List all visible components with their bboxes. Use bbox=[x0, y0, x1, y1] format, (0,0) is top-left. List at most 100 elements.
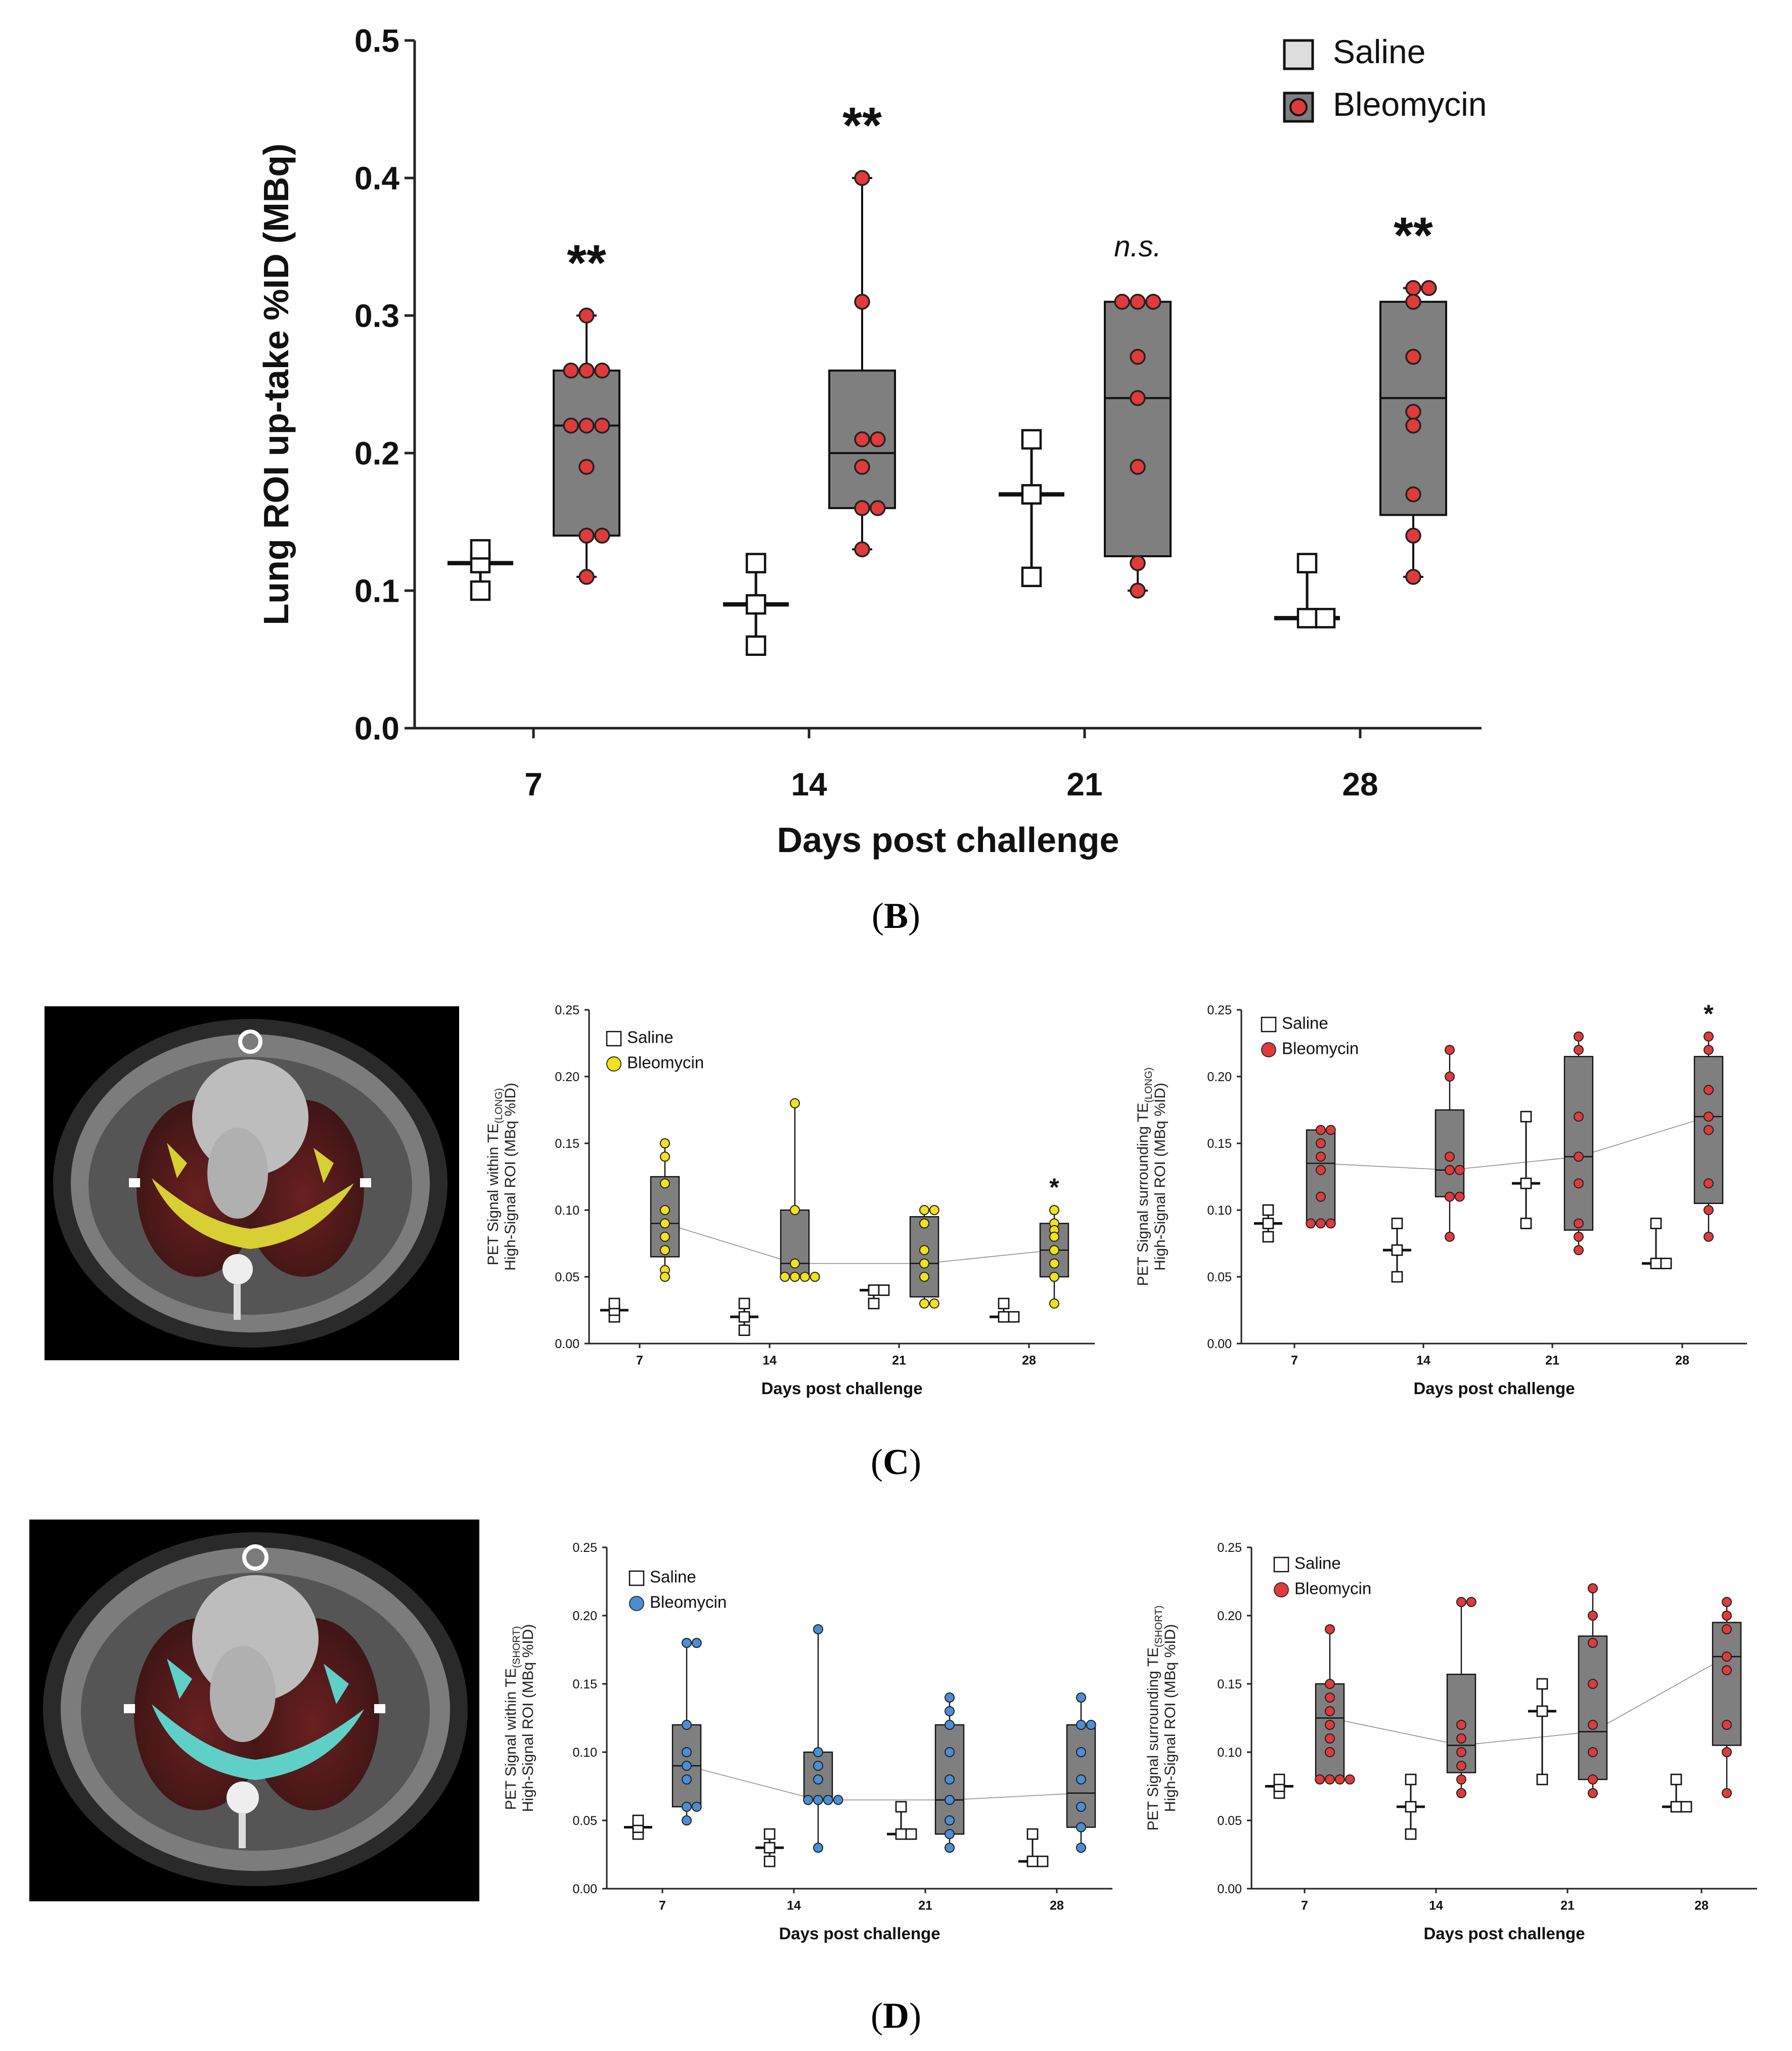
bleomycin-point bbox=[780, 1272, 790, 1282]
bleomycin-point bbox=[1316, 1218, 1326, 1229]
bleomycin-point bbox=[790, 1205, 800, 1215]
saline-point bbox=[1262, 1204, 1274, 1216]
bleomycin-point bbox=[1076, 1802, 1086, 1812]
bleomycin-point bbox=[1574, 1045, 1584, 1055]
bleomycin-point bbox=[1704, 1045, 1714, 1055]
significance-label: * bbox=[1049, 1173, 1059, 1201]
y-axis-label-line1: PET Signal within TE bbox=[485, 1124, 502, 1266]
bleomycin-point bbox=[1574, 1218, 1584, 1229]
bleomycin-point bbox=[1076, 1747, 1086, 1757]
saline-point bbox=[738, 1324, 750, 1336]
legend-label: Bleomycin bbox=[1282, 1039, 1359, 1057]
x-tick-label: 7 bbox=[1291, 1354, 1298, 1368]
bleomycin-point bbox=[1076, 1720, 1086, 1730]
bleomycin-point bbox=[578, 459, 595, 475]
bleomycin-point bbox=[1456, 1597, 1466, 1607]
x-tick-label: 14 bbox=[1429, 1899, 1443, 1913]
saline-point bbox=[1650, 1258, 1662, 1269]
bleomycin-point bbox=[682, 1720, 692, 1730]
legend-swatch-saline bbox=[629, 1570, 645, 1586]
bleomycin-point bbox=[945, 1795, 955, 1805]
y-tick-label: 0.3 bbox=[354, 297, 399, 334]
bleomycin-point bbox=[813, 1624, 823, 1634]
saline-point bbox=[608, 1298, 620, 1310]
y-tick-label: 0.05 bbox=[572, 1814, 597, 1828]
saline-point bbox=[632, 1814, 644, 1826]
median-trend-line bbox=[686, 1765, 1082, 1801]
bleomycin-point bbox=[563, 417, 579, 434]
bleomycin-point bbox=[1588, 1611, 1598, 1621]
bleomycin-point bbox=[945, 1829, 955, 1839]
bleomycin-point bbox=[919, 1205, 929, 1215]
bleomycin-point bbox=[1325, 1679, 1335, 1689]
bleomycin-point bbox=[1130, 348, 1146, 365]
bleomycin-point bbox=[1456, 1733, 1466, 1744]
saline-point bbox=[1650, 1218, 1662, 1229]
bleomycin-point bbox=[682, 1747, 692, 1757]
bleomycin-point bbox=[1722, 1611, 1732, 1621]
bleomycin-point bbox=[594, 363, 610, 379]
saline-point bbox=[745, 635, 767, 656]
y-tick-label: 0.25 bbox=[1207, 1003, 1232, 1017]
y-tick-label: 0.00 bbox=[572, 1882, 597, 1896]
saline-point bbox=[1021, 429, 1042, 450]
bleomycin-point bbox=[810, 1272, 820, 1282]
bleomycin-point bbox=[1405, 280, 1421, 296]
bleomycin-point bbox=[1588, 1720, 1598, 1730]
bleomycin-point bbox=[1722, 1652, 1732, 1662]
bleomycin-point bbox=[799, 1272, 810, 1282]
saline-point bbox=[1405, 1773, 1417, 1786]
bleomycin-point bbox=[578, 417, 595, 434]
y-axis-label-subscript: (SHORT) bbox=[511, 1626, 522, 1668]
y-tick-label: 0.4 bbox=[354, 160, 399, 196]
bleomycin-point bbox=[1345, 1774, 1355, 1785]
bleomycin-point bbox=[578, 307, 595, 324]
bleomycin-point bbox=[813, 1843, 823, 1853]
bleomycin-point bbox=[660, 1272, 670, 1282]
legend-marker-bleomycin bbox=[1261, 1042, 1276, 1057]
saline-point bbox=[764, 1855, 776, 1867]
saline-point bbox=[998, 1311, 1010, 1323]
bleomycin-point bbox=[919, 1272, 929, 1282]
x-tick-label: 14 bbox=[791, 766, 827, 802]
panel-label-b: (B) bbox=[872, 896, 920, 936]
bleomycin-point bbox=[1588, 1788, 1598, 1798]
saline-point bbox=[1296, 608, 1318, 629]
bleomycin-point bbox=[1456, 1761, 1466, 1771]
legend-label: Saline bbox=[1294, 1553, 1341, 1572]
bleomycin-point bbox=[1574, 1245, 1584, 1256]
median-trend-line bbox=[664, 1223, 1055, 1264]
y-tick-label: 0.5 bbox=[354, 22, 399, 59]
y-tick-label: 0.15 bbox=[572, 1677, 597, 1691]
y-tick-label: 0.10 bbox=[555, 1203, 579, 1218]
saline-point bbox=[1026, 1828, 1039, 1840]
bleomycin-point bbox=[1076, 1692, 1086, 1703]
bleomycin-point bbox=[682, 1815, 692, 1825]
bleomycin-point bbox=[660, 1245, 670, 1256]
panel-label-c: (C) bbox=[871, 1442, 921, 1482]
bleomycin-point bbox=[1456, 1747, 1466, 1757]
y-axis-label: PET Signal surrounding TE(SHORT) bbox=[1145, 1606, 1164, 1831]
saline-point bbox=[738, 1298, 750, 1310]
x-axis-label: Days post challenge bbox=[761, 1379, 922, 1398]
bleomycin-point bbox=[1130, 555, 1146, 571]
chart-c-right: 0.00 0.05 0.10 0.15 0.20 0.25 7 14 21 28 Days post… bbox=[1135, 1000, 1747, 1398]
bleomycin-point bbox=[833, 1795, 843, 1805]
bleomycin-point bbox=[919, 1298, 929, 1309]
bleomycin-point bbox=[1722, 1624, 1732, 1634]
bleomycin-point bbox=[790, 1258, 800, 1269]
bleomycin-point bbox=[919, 1218, 929, 1229]
bleomycin-point bbox=[870, 500, 886, 516]
y-tick-label: 0.10 bbox=[1207, 1203, 1232, 1218]
saline-point bbox=[1021, 566, 1042, 588]
saline-point bbox=[1520, 1110, 1532, 1123]
significance-label: ** bbox=[567, 235, 606, 291]
bleomycin-point bbox=[578, 527, 595, 544]
y-axis-label-subscript: (SHORT) bbox=[1153, 1606, 1164, 1647]
y-tick-label: 0.05 bbox=[555, 1270, 579, 1284]
x-tick-label: 7 bbox=[1301, 1899, 1308, 1913]
y-axis-label-subscript: (LONG) bbox=[494, 1088, 505, 1124]
y-tick-label: 0.25 bbox=[572, 1541, 597, 1555]
saline-point bbox=[868, 1298, 880, 1310]
saline-point bbox=[998, 1298, 1010, 1310]
